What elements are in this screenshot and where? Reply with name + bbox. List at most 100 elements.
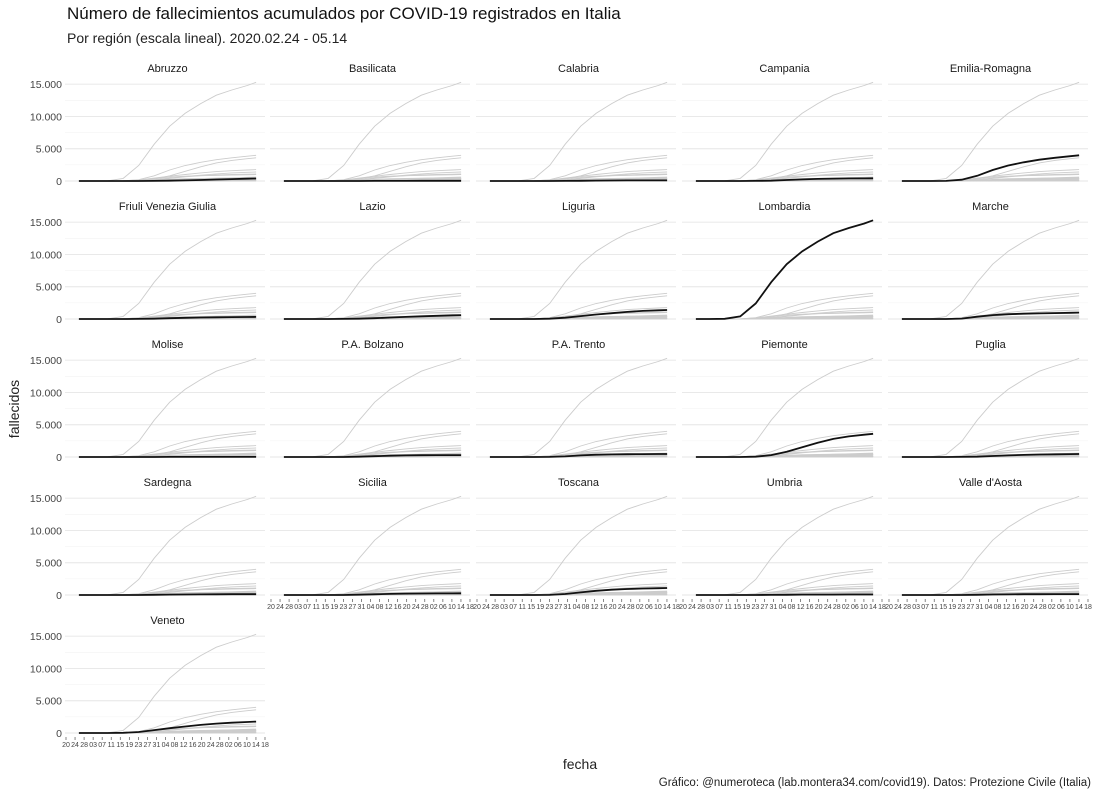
x-tick-label: 19 [125, 742, 133, 749]
series-line-calabria [489, 179, 668, 182]
series-line-lombardia-background [283, 219, 462, 320]
x-tick-label: 28 [421, 604, 429, 611]
y-tick-label: 0 [56, 452, 62, 464]
x-tick-label: 20 [62, 742, 70, 749]
x-tick-label: 24 [276, 604, 284, 611]
facet-label: Friuli Venezia Giulia [119, 201, 217, 213]
x-tick-label: 28 [216, 742, 224, 749]
y-tick-label: 10.000 [30, 249, 62, 261]
facet-label: Calabria [558, 63, 600, 75]
y-tick-label: 15.000 [30, 355, 62, 367]
series-line-umbria [695, 593, 874, 596]
facet-label: Sicilia [358, 477, 388, 489]
series-line-lombardia-background [901, 495, 1080, 596]
y-tick-label: 15.000 [30, 493, 62, 505]
x-tick-label: 24 [1030, 604, 1038, 611]
chart-caption: Gráfico: @numeroteca (lab.montera34.com/… [658, 777, 1091, 789]
facet-marche: Marche [888, 201, 1088, 320]
series-line-sicilia [283, 592, 462, 596]
y-tick-label: 10.000 [30, 525, 62, 537]
facet-emilia-romagna: Emilia-Romagna [888, 63, 1088, 182]
x-tick-label: 08 [788, 604, 796, 611]
x-tick-label: 07 [921, 604, 929, 611]
x-tick-label: 11 [725, 604, 732, 611]
series-line-piemonte [695, 432, 874, 458]
y-tick-label: 5.000 [36, 696, 62, 708]
x-tick-label: 02 [842, 604, 850, 611]
facet-label: P.A. Bolzano [341, 339, 403, 351]
facet-label: Valle d'Aosta [959, 477, 1023, 489]
x-tick-label: 15 [733, 604, 741, 611]
x-tick-label: 20 [885, 604, 893, 611]
x-tick-label: 02 [430, 604, 438, 611]
x-tick-label: 20 [1021, 604, 1029, 611]
x-tick-label: 24 [207, 742, 215, 749]
x-tick-label: 03 [500, 604, 508, 611]
y-tick-label: 5.000 [36, 558, 62, 570]
y-tick-label: 10.000 [30, 111, 62, 123]
series-line-emilia-romagna [901, 154, 1080, 182]
facet-basilicata: Basilicata [270, 63, 470, 182]
x-tick-label: 20 [679, 604, 687, 611]
series-line-lombardia-background [489, 219, 668, 320]
x-tick-label: 18 [1084, 604, 1092, 611]
facet-label: P.A. Trento [552, 339, 606, 351]
x-tick-label: 28 [1039, 604, 1047, 611]
x-tick-label: 23 [545, 604, 553, 611]
x-tick-label: 31 [770, 604, 778, 611]
x-tick-label: 10 [1066, 604, 1074, 611]
x-tick-label: 24 [688, 604, 696, 611]
x-tick-label: 06 [234, 742, 242, 749]
x-tick-label: 27 [144, 742, 152, 749]
x-tick-label: 04 [985, 604, 993, 611]
x-tick-label: 24 [894, 604, 902, 611]
x-tick-label: 07 [98, 742, 106, 749]
x-tick-label: 02 [1048, 604, 1056, 611]
facet-friuli-venezia-giulia: Friuli Venezia Giulia 0 5.000 10.000 15.000 [30, 201, 265, 326]
x-tick-label: 27 [761, 604, 769, 611]
x-tick-label: 28 [627, 604, 635, 611]
y-tick-label: 0 [56, 590, 62, 602]
series-line-lombardia-background [489, 357, 668, 458]
chart-title: Número de fallecimientos acumulados por … [67, 4, 621, 23]
x-tick-label: 20 [473, 604, 481, 611]
x-tick-label: 10 [654, 604, 662, 611]
x-tick-label: 16 [806, 604, 814, 611]
x-tick-label: 10 [243, 742, 251, 749]
facet-label: Emilia-Romagna [950, 63, 1032, 75]
facet-grid: Abruzzo 0 5.000 10.000 15.000 Basilicata Calab… [30, 63, 1092, 749]
x-tick-label: 18 [878, 604, 886, 611]
series-line-friuli-venezia-giulia [78, 316, 257, 320]
x-tick-label: 06 [645, 604, 653, 611]
x-tick-label: 16 [1012, 604, 1020, 611]
x-tick-label: 24 [412, 604, 420, 611]
facet-label: Abruzzo [147, 63, 187, 75]
x-tick-label: 24 [618, 604, 626, 611]
x-tick-label: 16 [600, 604, 608, 611]
x-tick-label: 15 [116, 742, 124, 749]
x-tick-label: 12 [180, 742, 188, 749]
x-tick-label: 14 [252, 742, 260, 749]
facet-label: Puglia [975, 339, 1006, 351]
x-tick-label: 07 [715, 604, 723, 611]
series-line-toscana [489, 587, 668, 596]
facet-lombardia: Lombardia [682, 201, 882, 320]
facet-liguria: Liguria [476, 201, 676, 320]
x-tick-label: 28 [80, 742, 88, 749]
series-line-lombardia-background [489, 495, 668, 596]
x-tick-label: 11 [108, 742, 115, 749]
y-tick-label: 5.000 [36, 144, 62, 156]
series-line-lombardia-background [901, 219, 1080, 320]
x-tick-label: 27 [555, 604, 563, 611]
x-tick-label: 11 [931, 604, 938, 611]
x-tick-label: 23 [339, 604, 347, 611]
x-tick-label: 20 [403, 604, 411, 611]
x-tick-label: 18 [466, 604, 474, 611]
series-line-abruzzo [78, 177, 257, 182]
series-line-lombardia-background [78, 633, 257, 734]
series-line-lombardia-background [901, 357, 1080, 458]
x-tick-label: 02 [225, 742, 233, 749]
